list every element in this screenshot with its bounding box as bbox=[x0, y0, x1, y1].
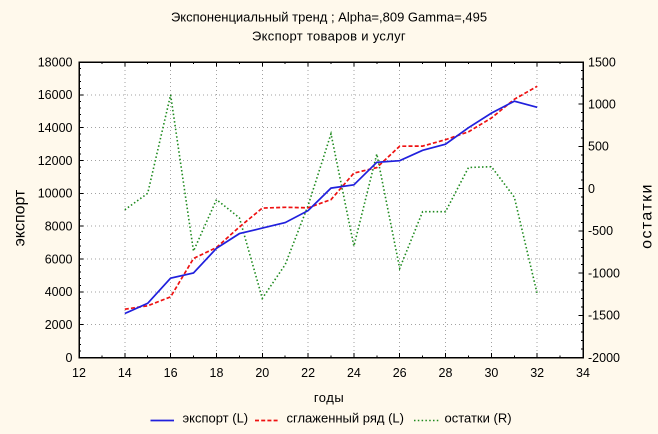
svg-text:4000: 4000 bbox=[45, 285, 73, 299]
svg-text:500: 500 bbox=[588, 140, 609, 154]
svg-text:22: 22 bbox=[301, 366, 315, 380]
svg-text:0: 0 bbox=[66, 351, 73, 365]
svg-text:32: 32 bbox=[530, 366, 544, 380]
svg-text:12: 12 bbox=[72, 366, 86, 380]
svg-text:12000: 12000 bbox=[38, 154, 73, 168]
svg-text:16: 16 bbox=[164, 366, 178, 380]
svg-text:18: 18 bbox=[210, 366, 224, 380]
svg-text:годы: годы bbox=[314, 390, 344, 405]
svg-text:экспорт: экспорт bbox=[12, 189, 29, 246]
svg-text:28: 28 bbox=[439, 366, 453, 380]
svg-text:6000: 6000 bbox=[45, 252, 73, 266]
svg-text:2000: 2000 bbox=[45, 318, 73, 332]
svg-text:Экспорт товаров и услуг: Экспорт товаров и услуг bbox=[252, 29, 406, 44]
svg-text:-1500: -1500 bbox=[588, 309, 620, 323]
svg-text:сглаженный ряд (L): сглаженный ряд (L) bbox=[287, 411, 404, 426]
svg-text:-500: -500 bbox=[588, 224, 613, 238]
svg-text:-1000: -1000 bbox=[588, 266, 620, 280]
svg-text:Экспоненциальный тренд ; Alpha: Экспоненциальный тренд ; Alpha=,809 Gamm… bbox=[171, 10, 487, 25]
svg-text:0: 0 bbox=[588, 182, 595, 196]
svg-text:остатки (R): остатки (R) bbox=[445, 411, 512, 426]
svg-text:24: 24 bbox=[347, 366, 361, 380]
svg-text:30: 30 bbox=[484, 366, 498, 380]
svg-text:экспорт (L): экспорт (L) bbox=[183, 411, 249, 426]
svg-text:34: 34 bbox=[576, 366, 590, 380]
svg-text:8000: 8000 bbox=[45, 220, 73, 234]
svg-text:14000: 14000 bbox=[38, 121, 73, 135]
svg-text:-2000: -2000 bbox=[588, 351, 620, 365]
svg-text:14: 14 bbox=[118, 366, 132, 380]
svg-text:10000: 10000 bbox=[38, 187, 73, 201]
svg-text:18000: 18000 bbox=[38, 55, 73, 69]
svg-text:1500: 1500 bbox=[588, 55, 616, 69]
svg-text:26: 26 bbox=[393, 366, 407, 380]
svg-text:остатки: остатки bbox=[639, 183, 656, 249]
svg-text:16000: 16000 bbox=[38, 88, 73, 102]
svg-text:1000: 1000 bbox=[588, 98, 616, 112]
svg-text:20: 20 bbox=[255, 366, 269, 380]
